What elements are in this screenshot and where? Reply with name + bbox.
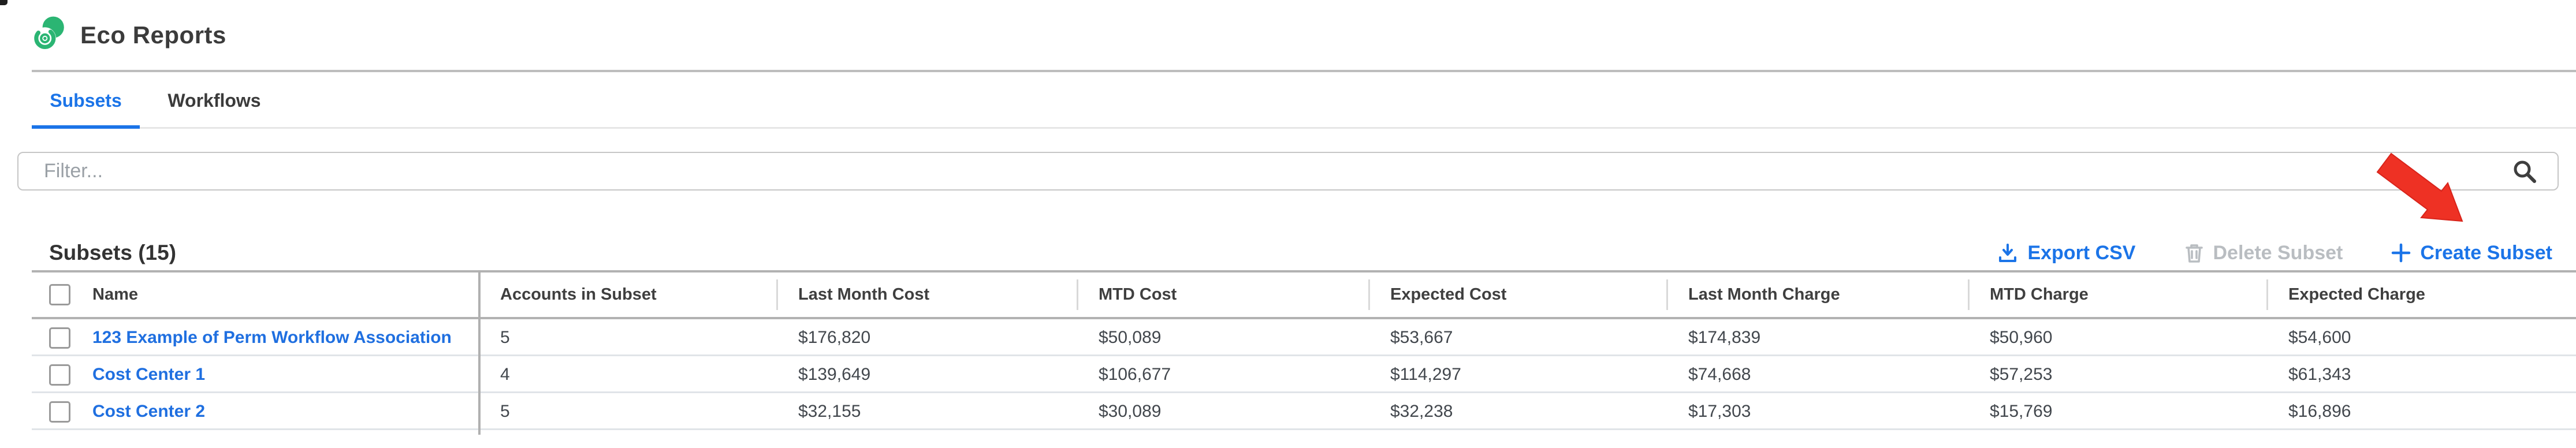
section-row: Subsets (15) Export CSV Delete Subset Cr… — [0, 234, 2552, 272]
cell-expected-charge: $54,600 — [2288, 328, 2351, 347]
create-subset-label: Create Subset — [2420, 241, 2552, 264]
tab-workflows-label: Workflows — [167, 90, 261, 111]
column-label: Expected Charge — [2288, 285, 2425, 304]
cell-expected-cost: $114,297 — [1390, 365, 1461, 384]
header-cell-last-month-charge: Last Month Charge — [1666, 272, 1968, 317]
page-title: Eco Reports — [80, 21, 226, 48]
column-label: Last Month Cost — [798, 285, 930, 304]
cell-last-month-cost: $139,649 — [798, 365, 871, 384]
cell-mtd-cost: $106,677 — [1099, 365, 1171, 384]
tab-subsets[interactable]: Subsets — [32, 73, 140, 129]
header-divider — [32, 70, 2576, 72]
cell-accounts: 5 — [500, 402, 510, 421]
column-label: MTD Charge — [1990, 285, 2089, 304]
cell-accounts: 5 — [500, 328, 510, 347]
column-label: MTD Cost — [1099, 285, 1177, 304]
select-all-checkbox[interactable] — [49, 284, 70, 305]
header-cell-expected-charge: Expected Charge — [2266, 272, 2576, 317]
table-row: Cost Center 1 4 $139,649 $106,677 $114,2… — [0, 356, 2576, 393]
cell-mtd-cost: $30,089 — [1099, 402, 1162, 421]
filter-input[interactable] — [17, 152, 2559, 191]
subset-name-link[interactable]: Cost Center 1 — [92, 365, 206, 384]
table-row: Cost Center 2 5 $32,155 $30,089 $32,238 … — [0, 393, 2576, 430]
delete-subset-label: Delete Subset — [2213, 241, 2343, 264]
plus-icon — [2392, 243, 2411, 263]
cell-mtd-charge: $50,960 — [1990, 328, 2053, 347]
cell-expected-charge: $16,896 — [2288, 402, 2351, 421]
subset-name-link[interactable]: Cost Center 2 — [92, 402, 206, 421]
row-checkbox[interactable] — [49, 401, 70, 423]
row-checkbox[interactable] — [49, 364, 70, 386]
export-csv-label: Export CSV — [2027, 241, 2136, 264]
cell-expected-cost: $32,238 — [1390, 402, 1453, 421]
cell-name: Cost Center 1 — [0, 356, 478, 393]
filter-bar — [17, 152, 2559, 191]
subset-name-link[interactable]: 123 Example of Perm Workflow Association — [92, 328, 452, 347]
cell-last-month-cost: $176,820 — [798, 328, 871, 347]
tab-bar-border — [32, 127, 2576, 129]
table-header-row: Name Accounts in Subset Last Month Cost … — [0, 272, 2576, 317]
cell-expected-charge: $61,343 — [2288, 365, 2351, 384]
actions: Export CSV Delete Subset Create Subset — [1997, 242, 2552, 264]
search-icon[interactable] — [2511, 158, 2538, 185]
column-label: Expected Cost — [1390, 285, 1507, 304]
header-cell-accounts: Accounts in Subset — [478, 272, 776, 317]
tab-subsets-label: Subsets — [50, 90, 122, 111]
table-header-bottom-border — [32, 317, 2576, 319]
cell-expected-cost: $53,667 — [1390, 328, 1453, 347]
header-cell-mtd-cost: MTD Cost — [1077, 272, 1368, 317]
subsets-table: Name Accounts in Subset Last Month Cost … — [0, 270, 2576, 430]
header-cell-expected-cost: Expected Cost — [1368, 272, 1666, 317]
name-column-divider — [478, 270, 481, 435]
table-top-border — [32, 270, 2576, 272]
header-cell-mtd-charge: MTD Charge — [1968, 272, 2266, 317]
cell-name: 123 Example of Perm Workflow Association — [0, 319, 478, 356]
cell-name: Cost Center 2 — [0, 393, 478, 430]
row-checkbox[interactable] — [49, 327, 70, 349]
create-subset-button[interactable]: Create Subset — [2391, 242, 2552, 264]
delete-subset-button[interactable]: Delete Subset — [2184, 242, 2343, 264]
header-cell-last-month-cost: Last Month Cost — [776, 272, 1077, 317]
export-csv-button[interactable]: Export CSV — [1997, 241, 2136, 264]
window-corner-artifact — [0, 0, 8, 5]
header-cell-name: Name — [0, 272, 478, 317]
section-title: Subsets (15) — [49, 241, 177, 264]
download-icon — [1999, 244, 2017, 262]
eco-logo-icon — [33, 16, 64, 50]
column-label: Accounts in Subset — [500, 285, 657, 304]
column-label: Name — [92, 285, 138, 304]
cell-accounts: 4 — [500, 365, 510, 384]
trash-icon — [2185, 244, 2203, 263]
table-row: 123 Example of Perm Workflow Association… — [0, 319, 2576, 356]
column-label: Last Month Charge — [1688, 285, 1840, 304]
tab-bar: Subsets Workflows — [32, 73, 2576, 129]
app-header: Eco Reports — [32, 0, 226, 70]
cell-mtd-cost: $50,089 — [1099, 328, 1162, 347]
cell-last-month-charge: $74,668 — [1688, 365, 1751, 384]
cell-mtd-charge: $15,769 — [1990, 402, 2053, 421]
cell-last-month-cost: $32,155 — [798, 402, 861, 421]
cell-mtd-charge: $57,253 — [1990, 365, 2053, 384]
tab-workflows[interactable]: Workflows — [140, 73, 289, 129]
cell-last-month-charge: $17,303 — [1688, 402, 1751, 421]
cell-last-month-charge: $174,839 — [1688, 328, 1761, 347]
